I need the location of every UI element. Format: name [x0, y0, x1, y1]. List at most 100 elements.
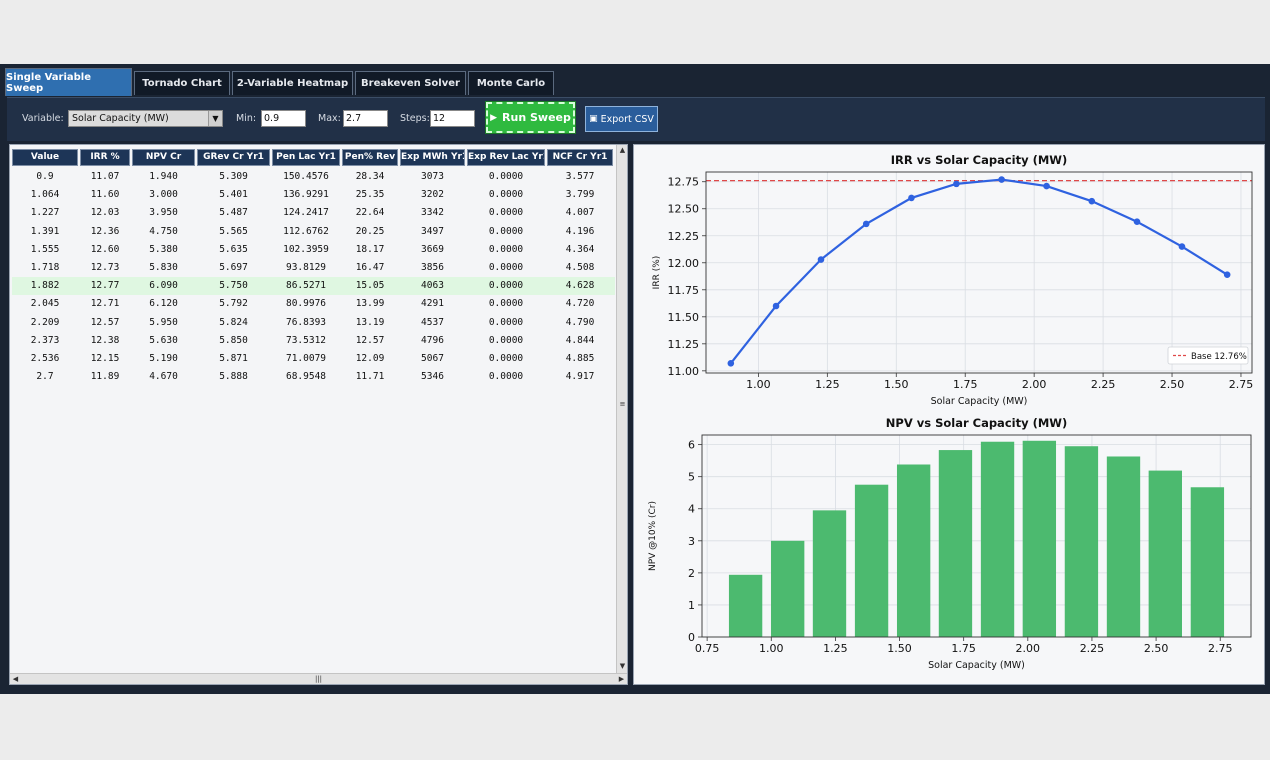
- table-cell-pen-lac: 86.5271: [285, 280, 327, 292]
- table-cell-pen-lac: 102.3959: [283, 243, 329, 255]
- variable-select[interactable]: Solar Capacity (MW) ▼: [68, 110, 223, 127]
- table-cell-value: 1.555: [30, 243, 60, 255]
- irr-data-point: [1043, 182, 1050, 190]
- table-row[interactable]: 1.391 12.36 4.750 5.565 112.6762 20.25 3497 0.0…: [12, 223, 615, 241]
- column-header-npv[interactable]: NPV Cr: [132, 149, 195, 166]
- table-cell-exp-mwh: 4796: [421, 334, 444, 346]
- table-cell-exp-rev: 0.0000: [488, 225, 524, 237]
- irr-data-point: [1133, 218, 1141, 226]
- table-cell-npv: 5.630: [149, 334, 178, 346]
- npv-chart-x-tick-label: 1.50: [887, 642, 912, 655]
- npv-chart-x-tick-label: 2.00: [1016, 642, 1040, 655]
- scroll-grip-icon[interactable]: ≡: [619, 400, 626, 408]
- export-csv-button[interactable]: ▣ Export CSV: [585, 106, 658, 132]
- column-header-value[interactable]: Value: [12, 149, 78, 166]
- vertical-scrollbar[interactable]: ▲ ≡ ▼: [616, 145, 627, 673]
- table-row[interactable]: 2.536 12.15 5.190 5.871 71.0079 12.09 5067 0.00…: [12, 350, 615, 368]
- tab-breakeven-solver[interactable]: Breakeven Solver: [355, 71, 466, 95]
- table-cell-exp-mwh: 3202: [421, 189, 444, 201]
- tab-monte-carlo[interactable]: Monte Carlo: [468, 71, 554, 95]
- table-cell-npv: 4.750: [149, 225, 178, 237]
- column-header-exp-rev[interactable]: Exp Rev Lac Yr1: [467, 149, 545, 166]
- table-cell-irr: 12.57: [90, 316, 120, 328]
- table-cell-value: 1.718: [30, 262, 60, 273]
- table-cell-grev: 5.487: [219, 207, 248, 219]
- column-header-pen-lac[interactable]: Pen Lac Yr1: [272, 149, 340, 166]
- table-cell-grev: 5.824: [219, 316, 248, 328]
- table-cell-grev: 5.888: [219, 371, 248, 383]
- table-row[interactable]: 2.7 11.89 4.670 5.888 68.9548 11.71 5346 0.0000…: [12, 368, 615, 386]
- table-row[interactable]: 1.718 12.73 5.830 5.697 93.8129 16.47 3856 0.00…: [12, 259, 615, 277]
- table-cell-value: 2.045: [30, 298, 60, 310]
- table-cell-pen-pct: 22.64: [355, 207, 385, 219]
- table-cell-ncf: 4.844: [565, 334, 595, 346]
- table-cell-irr: 12.15: [90, 353, 120, 364]
- table-cell-ncf: 4.628: [565, 280, 595, 292]
- table-row[interactable]: 0.9 11.07 1.940 5.309 150.4576 28.34 3073 0.000…: [12, 168, 615, 186]
- table-cell-pen-pct: 18.17: [355, 243, 385, 255]
- table-cell-ncf: 4.007: [565, 207, 595, 219]
- table-row[interactable]: 2.209 12.57 5.950 5.824 76.8393 13.19 4537 0.00…: [12, 314, 615, 332]
- scroll-grip-icon[interactable]: |||: [314, 675, 323, 683]
- table-cell-ncf: 3.577: [565, 171, 595, 182]
- horizontal-scrollbar[interactable]: ◀ ||| ▶: [10, 673, 627, 684]
- variable-select-value: Solar Capacity (MW): [72, 113, 169, 124]
- scroll-down-icon[interactable]: ▼: [619, 662, 626, 670]
- column-header-pen-pct[interactable]: Pen% Rev: [342, 149, 398, 166]
- min-input[interactable]: 0.9: [261, 110, 306, 127]
- table-cell-ncf: 4.885: [565, 353, 595, 364]
- table-cell-grev: 5.750: [219, 280, 248, 292]
- table-cell-value: 2.209: [30, 316, 60, 328]
- tab-2-variable-heatmap[interactable]: 2-Variable Heatmap: [232, 71, 353, 95]
- max-input[interactable]: 2.7: [343, 110, 388, 127]
- column-header-exp-mwh[interactable]: Exp MWh Yr1: [400, 149, 465, 166]
- table-cell-npv: 3.950: [149, 207, 178, 219]
- column-header-grev[interactable]: GRev Cr Yr1: [197, 149, 270, 166]
- npv-chart-x-tick-label: 1.00: [759, 642, 784, 655]
- npv-bar: [1106, 456, 1141, 637]
- scroll-up-icon[interactable]: ▲: [619, 146, 626, 154]
- table-cell-pen-pct: 12.57: [355, 334, 385, 346]
- table-row[interactable]: 2.373 12.38 5.630 5.850 73.5312 12.57 4796 0.00…: [12, 332, 615, 350]
- table-row[interactable]: 1.882 12.77 6.090 5.750 86.5271 15.05 4063 0.00…: [12, 277, 615, 296]
- table-cell-pen-pct: 12.09: [355, 353, 385, 364]
- table-cell-exp-rev: 0.0000: [488, 280, 524, 292]
- table-cell-irr: 11.60: [90, 189, 120, 201]
- table-cell-pen-lac: 80.9976: [285, 298, 327, 310]
- table-cell-npv: 5.950: [149, 316, 178, 328]
- npv-chart-title: NPV vs Solar Capacity (MW): [886, 416, 1067, 430]
- table-row[interactable]: 1.064 11.60 3.000 5.401 136.9291 25.35 3202 0.0…: [12, 186, 615, 204]
- table-cell-pen-pct: 16.47: [355, 262, 385, 273]
- tab-tornado-chart[interactable]: Tornado Chart: [134, 71, 230, 95]
- table-row[interactable]: 2.045 12.71 6.120 5.792 80.9976 13.99 4291 0.00…: [12, 295, 615, 313]
- scroll-left-icon[interactable]: ◀: [12, 675, 19, 683]
- irr-chart-y-tick-label: 11.00: [668, 365, 700, 378]
- column-header-ncf[interactable]: NCF Cr Yr1: [547, 149, 613, 166]
- table-cell-pen-lac: 112.6762: [283, 225, 329, 237]
- scroll-right-icon[interactable]: ▶: [618, 675, 625, 683]
- table-cell-irr: 12.38: [90, 334, 120, 346]
- steps-input[interactable]: 12: [430, 110, 475, 127]
- run-sweep-button[interactable]: ▶ Run Sweep: [485, 101, 576, 134]
- table-cell-exp-rev: 0.0000: [488, 262, 524, 273]
- tab-single-variable-sweep[interactable]: Single Variable Sweep: [5, 68, 132, 96]
- column-header-irr[interactable]: IRR %: [80, 149, 130, 166]
- irr-chart-x-tick-label: 1.25: [815, 378, 840, 391]
- table-cell-irr: 12.73: [90, 262, 120, 273]
- npv-bar: [896, 464, 931, 637]
- table-cell-grev: 5.871: [219, 353, 248, 364]
- irr-data-point: [998, 176, 1005, 183]
- irr-data-point: [1223, 271, 1231, 278]
- chevron-down-icon[interactable]: ▼: [208, 111, 222, 126]
- irr-data-point: [727, 359, 735, 367]
- irr-chart-y-tick-label: 12.00: [668, 257, 700, 270]
- table-cell-pen-pct: 28.34: [355, 171, 385, 182]
- table-cell-exp-mwh: 4537: [421, 316, 444, 328]
- table-cell-ncf: 4.508: [565, 262, 595, 273]
- table-cell-grev: 5.792: [219, 298, 248, 310]
- table-cell-exp-mwh: 3497: [421, 225, 444, 237]
- legend-label: Base 12.76%: [1191, 352, 1247, 362]
- table-cell-exp-rev: 0.0000: [488, 334, 524, 346]
- table-row[interactable]: 1.227 12.03 3.950 5.487 124.2417 22.64 3342 0.0…: [12, 204, 615, 222]
- table-row[interactable]: 1.555 12.60 5.380 5.635 102.3959 18.17 3669 0.0…: [12, 241, 615, 259]
